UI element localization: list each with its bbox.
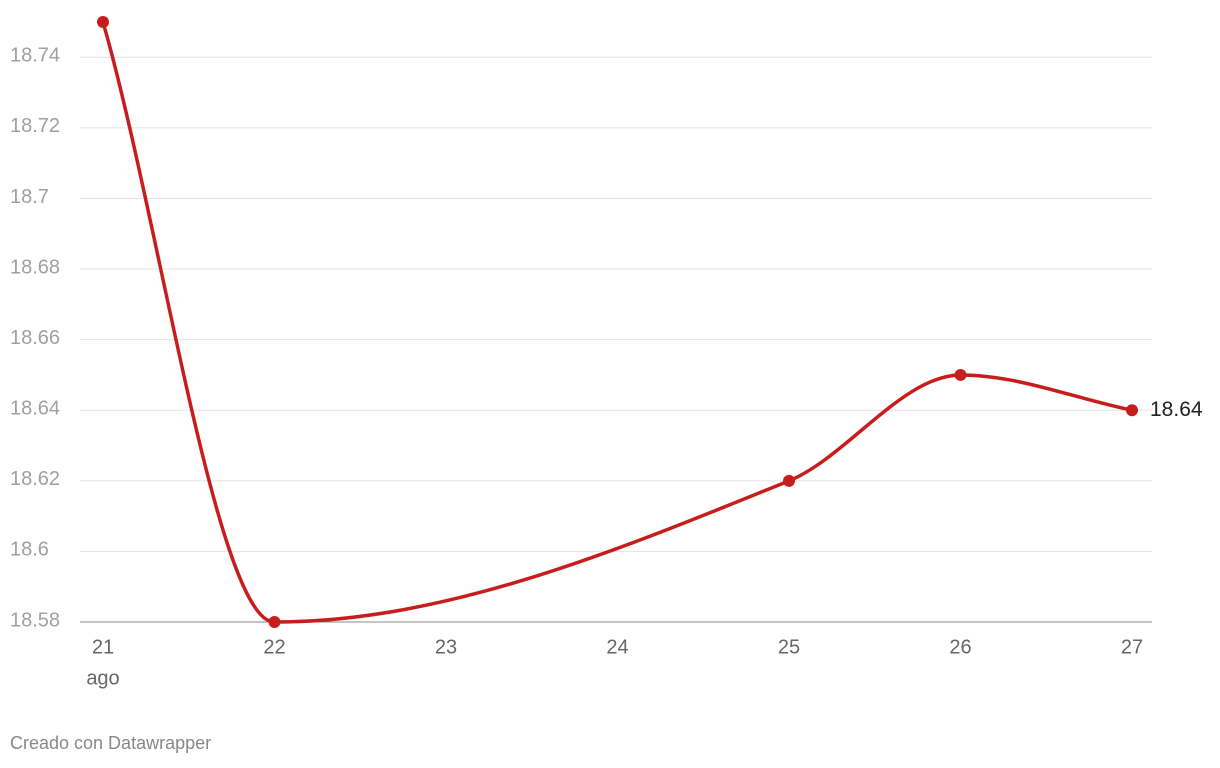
y-tick-label: 18.6: [10, 539, 49, 561]
line: [101, 21, 1133, 624]
credit: Creado con Datawrapper: [10, 733, 211, 753]
y-tick-label: 18.68: [10, 256, 60, 278]
x-tick-label: 23: [435, 636, 457, 658]
x-tick-label: 21: [92, 636, 114, 658]
point: [783, 474, 795, 487]
point: [954, 368, 967, 381]
y-tick-label: 18.72: [10, 115, 60, 137]
x-tick-label: 25: [778, 636, 800, 658]
point: [268, 616, 281, 628]
y-tick-label: 18.58: [10, 609, 60, 631]
x-tick-label: 27: [1121, 636, 1143, 658]
x-tick-label: 22: [263, 636, 285, 658]
y-tick-label: 18.66: [10, 327, 60, 349]
y-tick-label: 18.62: [10, 468, 60, 490]
y-tick-label: 18.7: [10, 186, 49, 208]
x-tick-label: 26: [949, 636, 971, 658]
y-tick-label: 18.64: [10, 398, 60, 420]
x-month-label: ago: [86, 667, 119, 689]
value-label: 18.64: [1150, 398, 1203, 421]
point: [1126, 404, 1138, 417]
x-tick-label: 24: [606, 636, 628, 658]
point: [97, 16, 109, 28]
y-tick-label: 18.74: [10, 45, 60, 67]
